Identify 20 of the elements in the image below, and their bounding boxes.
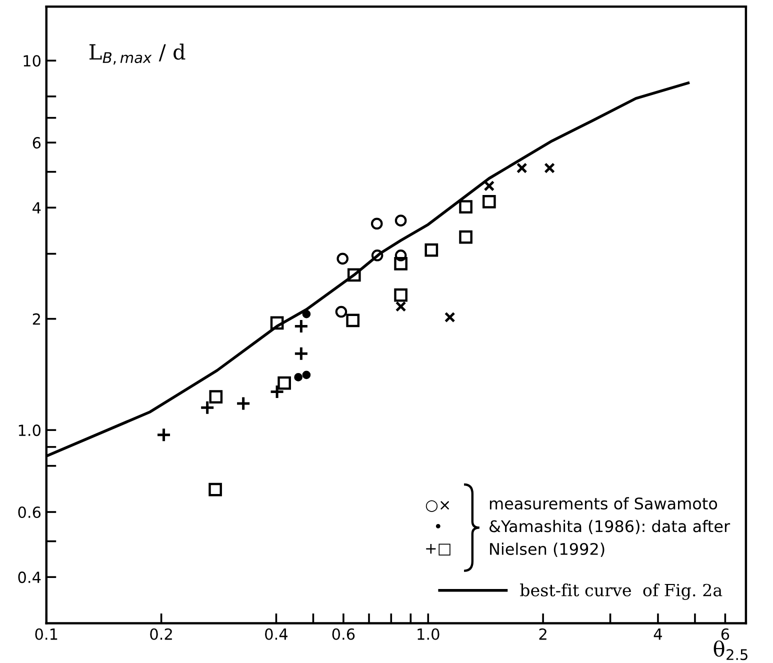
x-tick-label: 0.6 — [332, 628, 355, 640]
x-tick-label: 2 — [539, 628, 546, 640]
y-tick-label: 10 — [24, 55, 41, 67]
annotation: ○× • +□ — [426, 500, 450, 556]
annotation: measurements of Sawamoto &Yamashita (1986): data after Nielsen (1992) — [490, 497, 730, 557]
y-tick-label: 0.4 — [18, 572, 41, 584]
x-tick-label: 0.4 — [265, 628, 288, 640]
x-tick-label: 1.0 — [418, 628, 440, 640]
legend-label: best-fit curve of Fig. 2a — [520, 584, 722, 600]
x-tick-label: 0.2 — [150, 628, 172, 640]
x-axis-title: θ$_{2.5}$ — [714, 640, 748, 660]
y-tick-label: 6 — [32, 137, 41, 149]
x-tick-label: 6 — [721, 628, 730, 640]
y-tick-label: 4 — [32, 202, 41, 214]
y-axis-title: L$_{B,max}$ / d — [90, 44, 186, 65]
x-tick-label: 0.1 — [35, 628, 58, 640]
y-tick-label: 1.0 — [18, 424, 41, 436]
y-tick-label: 0.6 — [18, 506, 41, 518]
x-tick-label: 4 — [654, 628, 662, 640]
y-tick-label: 2 — [32, 313, 40, 325]
